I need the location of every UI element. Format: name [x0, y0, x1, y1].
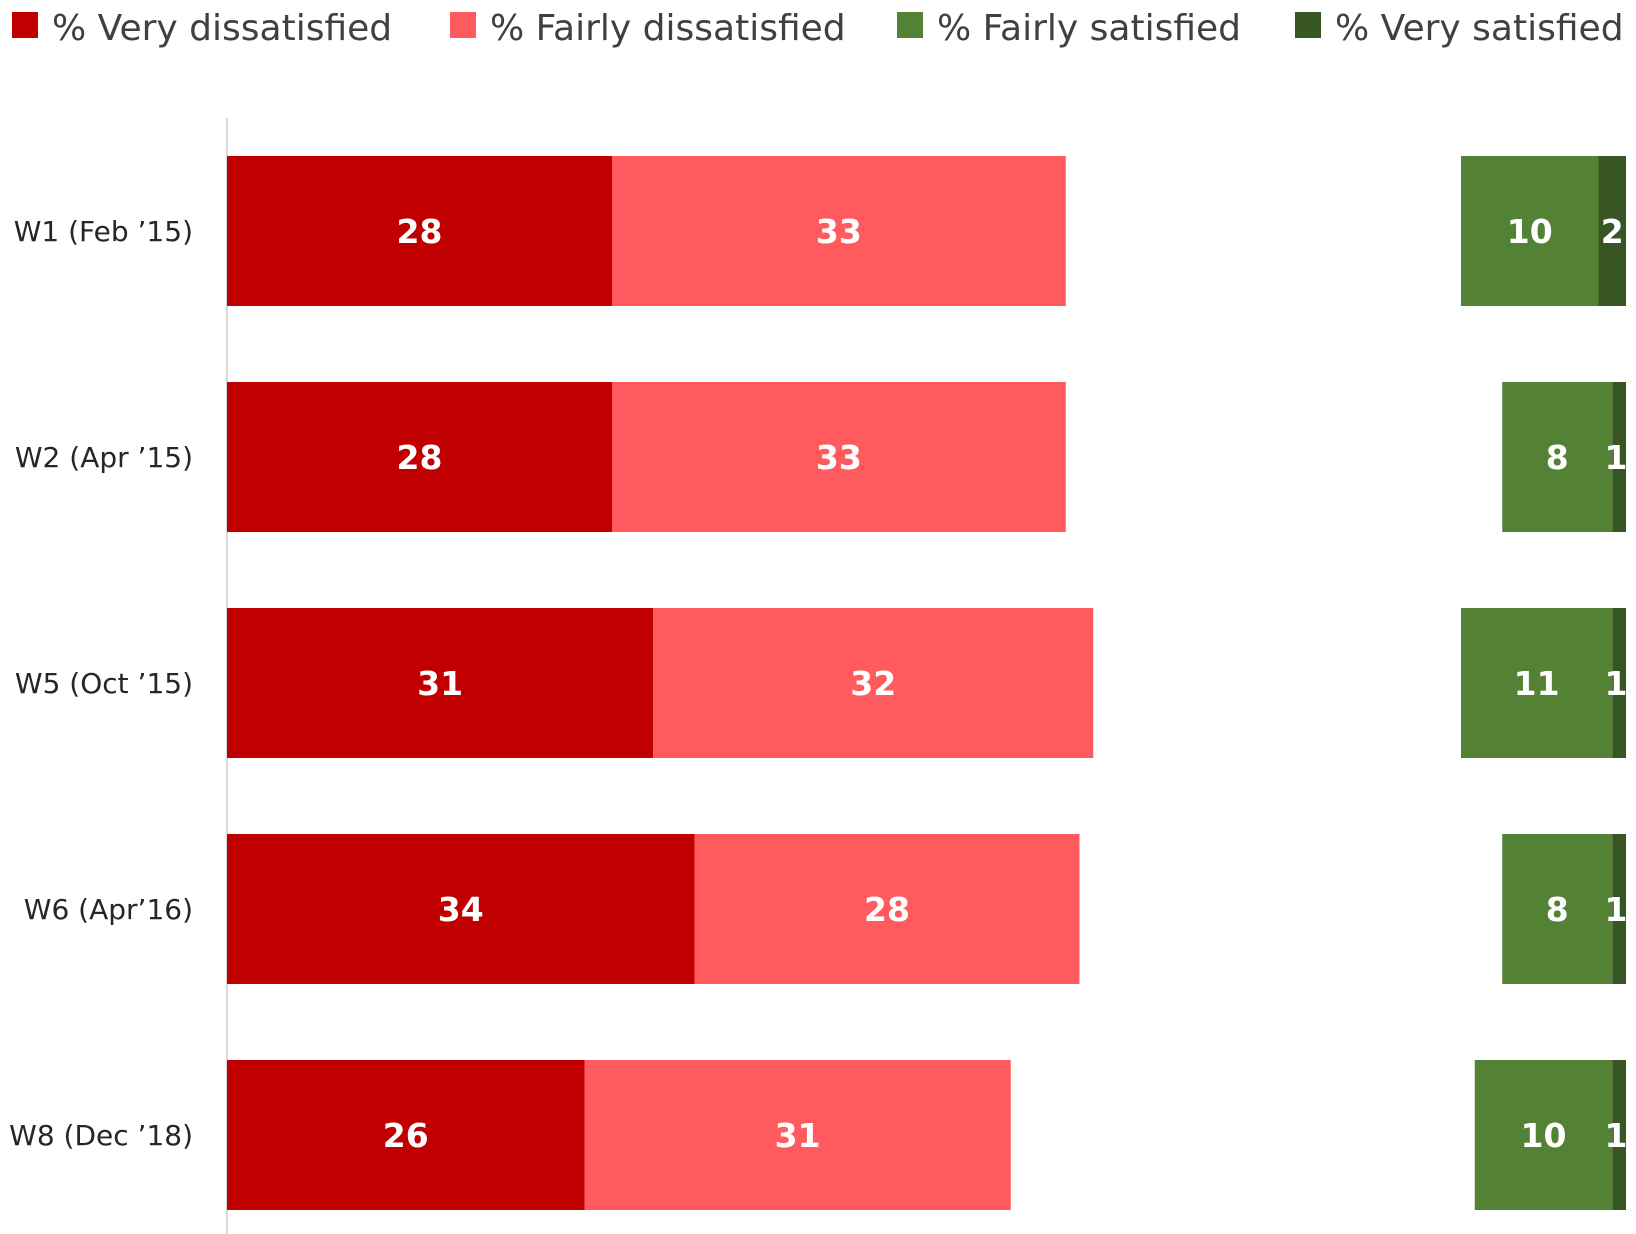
bar-fairly-satisfied [1502, 834, 1613, 984]
data-label-fairly-dissatisfied: 32 [850, 664, 896, 703]
legend-label-fairly-dissatisfied: % Fairly dissatisfied [490, 8, 846, 49]
bar-very-dissatisfied [227, 1060, 585, 1210]
data-label-very-satisfied: 1 [1605, 664, 1628, 703]
bar-fairly-satisfied [1474, 1060, 1613, 1210]
bar-very-satisfied [1612, 834, 1626, 984]
bars [227, 156, 1626, 1210]
data-label-very-satisfied: 1 [1605, 1116, 1628, 1155]
data-labels: 28 33 10 228 33 8 131 32 11 134 28 8 126 31 10 1 [383, 212, 1628, 1155]
data-label-very-dissatisfied: 26 [383, 1116, 429, 1155]
legend-label-very-dissatisfied: % Very dissatisfied [52, 8, 392, 49]
data-label-fairly-satisfied: 11 [1514, 664, 1560, 703]
bar-very-satisfied [1598, 156, 1626, 306]
bar-fairly-dissatisfied [584, 1060, 1011, 1210]
bar-very-satisfied [1612, 608, 1626, 758]
data-label-very-dissatisfied: 28 [397, 212, 443, 251]
legend-label-very-satisfied: % Very satisfied [1335, 8, 1624, 49]
category-label: W1 (Feb ’15) [14, 215, 193, 248]
bar-very-dissatisfied [227, 608, 654, 758]
data-label-fairly-dissatisfied: 31 [775, 1116, 821, 1155]
data-label-fairly-dissatisfied: 28 [864, 890, 910, 929]
category-labels: W1 (Feb ’15) W2 (Apr ’15) W5 (Oct ’15) W6 (… [9, 215, 193, 1152]
bar-fairly-dissatisfied [653, 608, 1094, 758]
category-label: W8 (Dec ’18) [9, 1119, 193, 1152]
data-label-very-dissatisfied: 34 [438, 890, 484, 929]
legend-swatch-fairly-satisfied [897, 12, 923, 38]
bar-very-satisfied [1612, 382, 1626, 532]
bar-fairly-dissatisfied [694, 834, 1080, 984]
legend-swatch-very-satisfied [1295, 12, 1321, 38]
data-label-fairly-satisfied: 8 [1546, 890, 1569, 929]
category-label: W6 (Apr’16) [24, 893, 193, 926]
bar-fairly-satisfied [1461, 156, 1599, 306]
bar-fairly-dissatisfied [612, 156, 1066, 306]
data-label-very-dissatisfied: 28 [397, 438, 443, 477]
data-label-fairly-satisfied: 10 [1507, 212, 1553, 251]
data-label-very-satisfied: 1 [1605, 890, 1628, 929]
data-label-very-dissatisfied: 31 [417, 664, 463, 703]
bar-very-dissatisfied [227, 156, 612, 306]
data-label-fairly-satisfied: 10 [1521, 1116, 1567, 1155]
data-label-fairly-satisfied: 8 [1546, 438, 1569, 477]
category-label: W2 (Apr ’15) [15, 441, 193, 474]
bar-fairly-satisfied [1502, 382, 1613, 532]
bar-fairly-dissatisfied [612, 382, 1066, 532]
data-label-fairly-dissatisfied: 33 [816, 438, 862, 477]
bar-fairly-satisfied [1461, 608, 1613, 758]
bar-very-dissatisfied [227, 834, 695, 984]
data-label-very-satisfied: 1 [1605, 438, 1628, 477]
bar-very-satisfied [1612, 1060, 1626, 1210]
legend: % Very dissatisfied % Fairly dissatisfied… [12, 8, 1624, 49]
bar-very-dissatisfied [227, 382, 612, 532]
legend-swatch-very-dissatisfied [12, 12, 38, 38]
data-label-very-satisfied: 2 [1601, 212, 1624, 251]
data-label-fairly-dissatisfied: 33 [816, 212, 862, 251]
legend-label-fairly-satisfied: % Fairly satisfied [937, 8, 1241, 49]
category-label: W5 (Oct ’15) [15, 667, 193, 700]
legend-swatch-fairly-dissatisfied [450, 12, 476, 38]
